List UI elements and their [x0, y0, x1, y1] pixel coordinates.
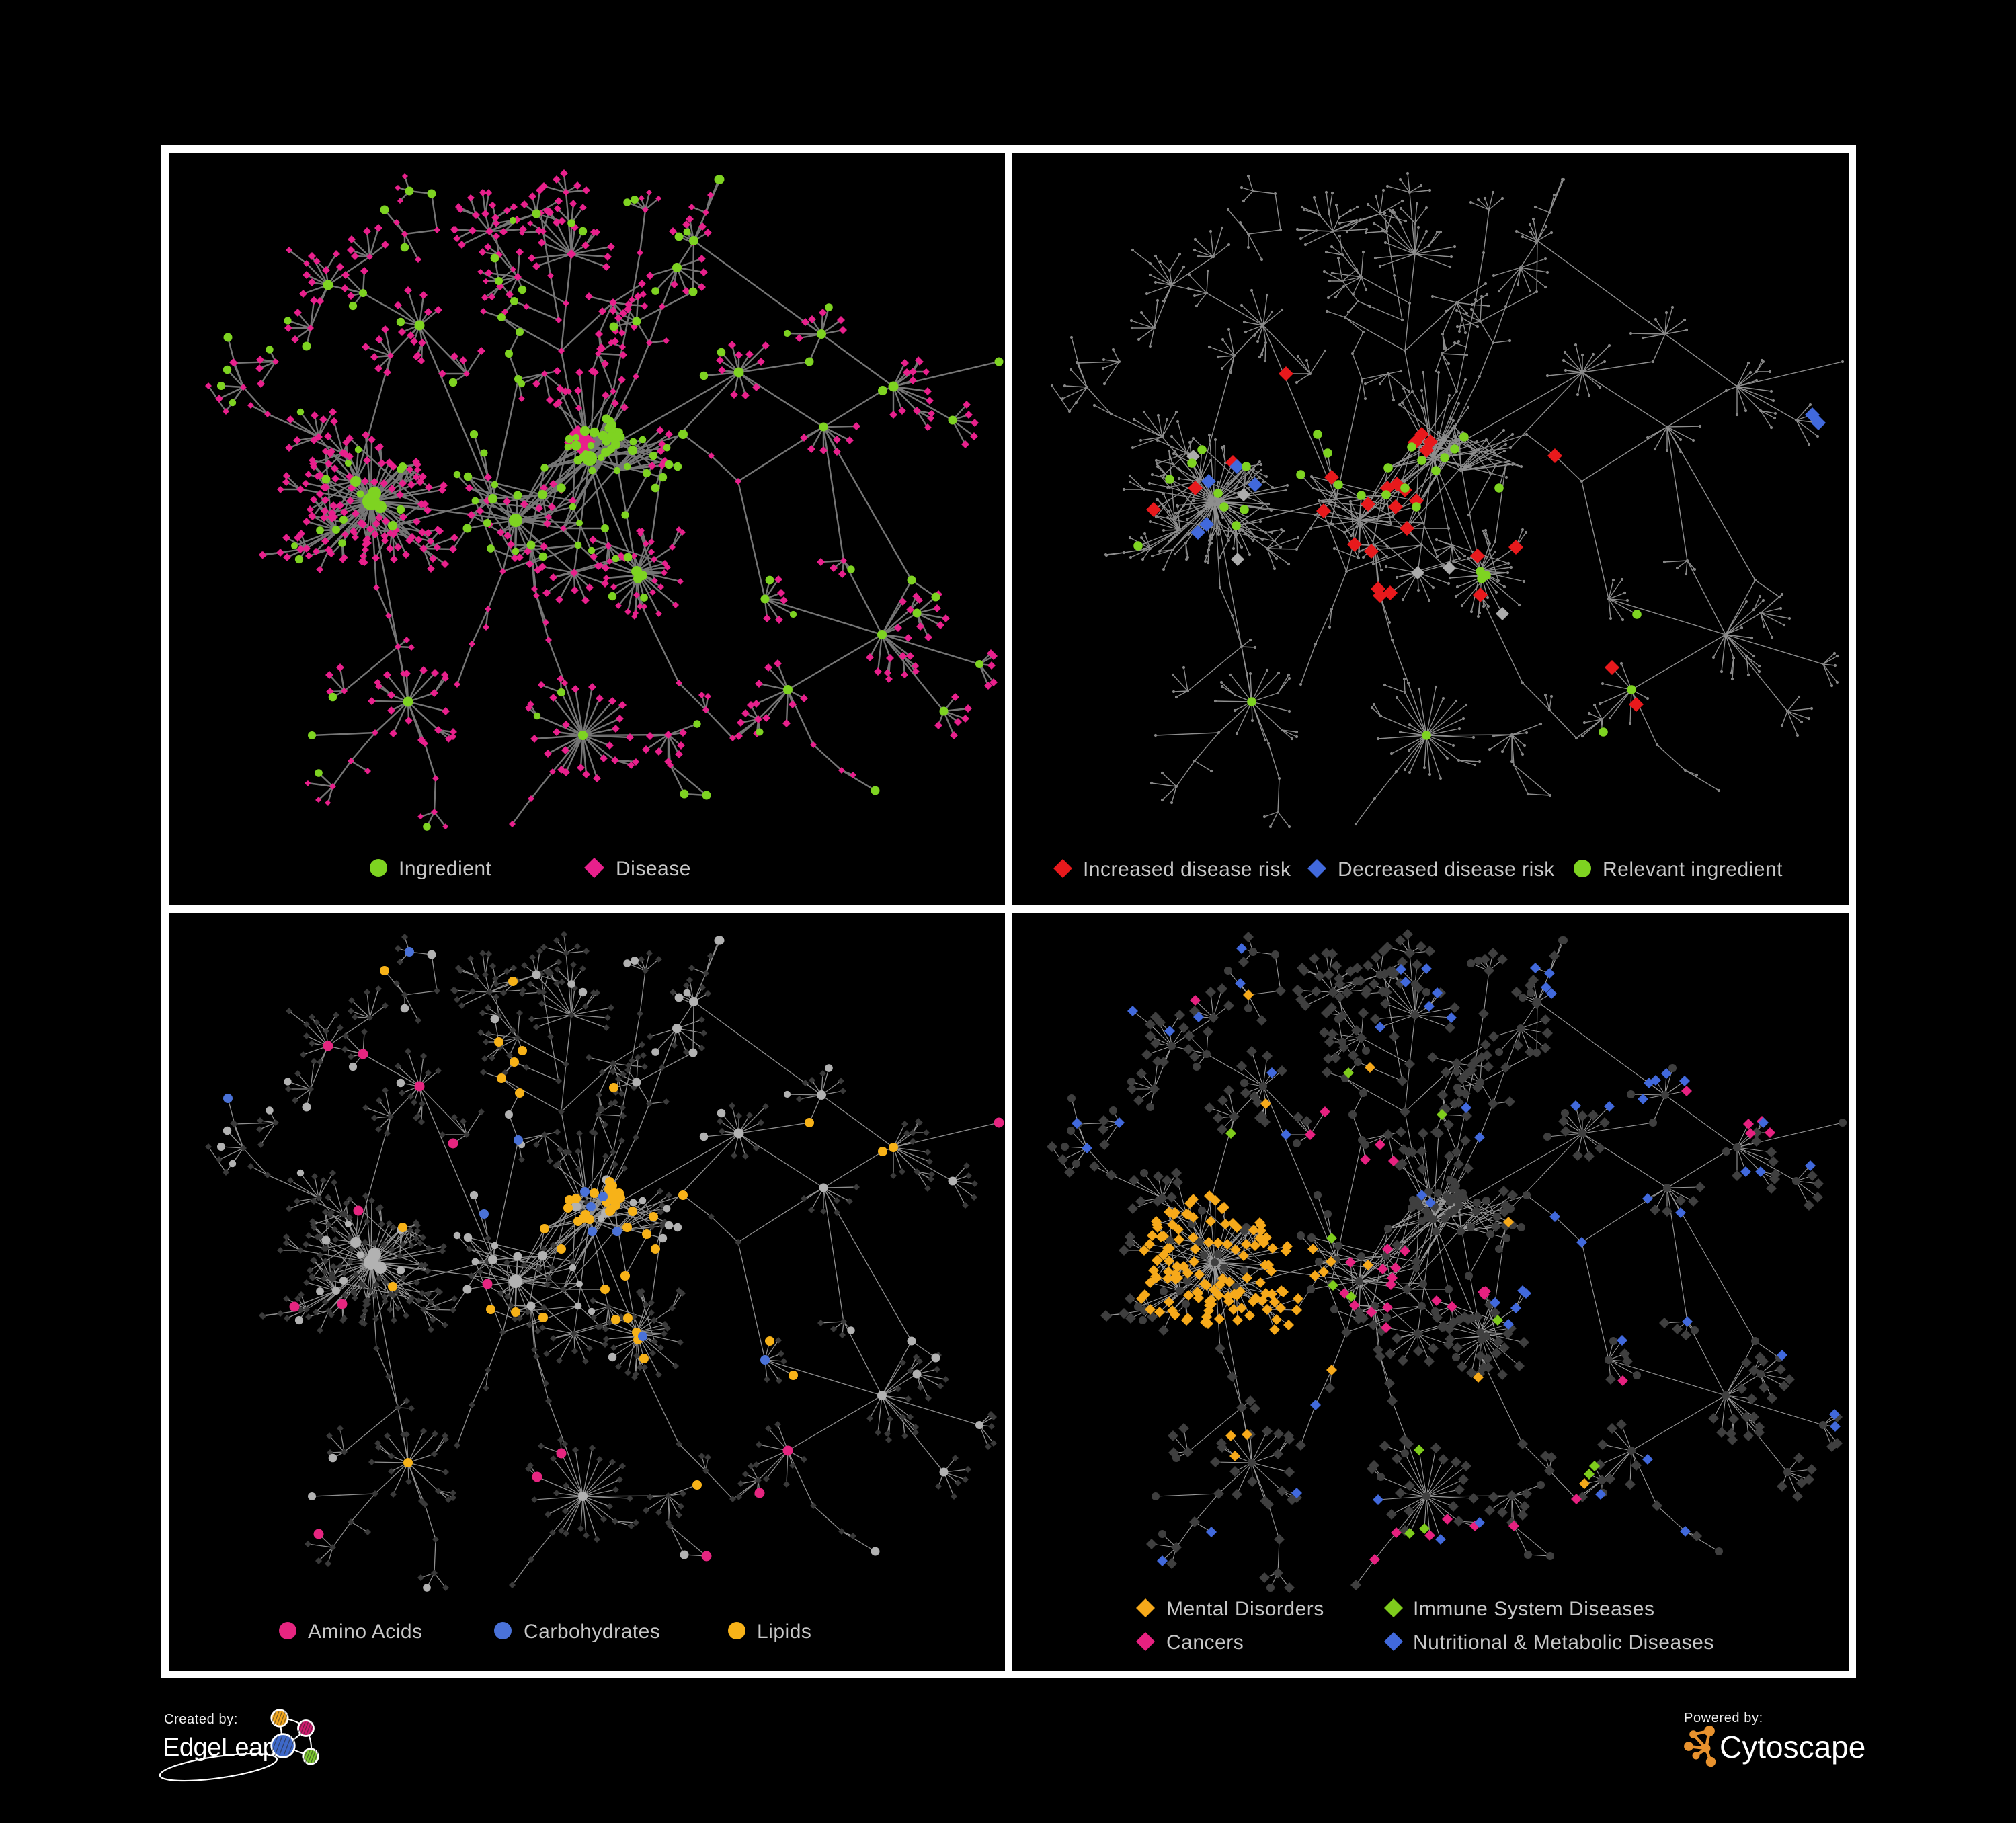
svg-text:Relevant ingredient: Relevant ingredient — [1603, 858, 1783, 881]
svg-text:EdgeLeap: EdgeLeap — [163, 1734, 276, 1762]
svg-text:Ingredient: Ingredient — [399, 858, 492, 880]
svg-text:Powered by:: Powered by: — [1684, 1711, 1763, 1726]
svg-text:Carbohydrates: Carbohydrates — [524, 1621, 660, 1643]
svg-text:Nutritional & Metabolic Diseas: Nutritional & Metabolic Diseases — [1413, 1631, 1714, 1654]
svg-text:Lipids: Lipids — [757, 1621, 811, 1643]
svg-text:Mental Disorders: Mental Disorders — [1166, 1598, 1324, 1620]
svg-text:Increased disease risk: Increased disease risk — [1083, 858, 1291, 881]
svg-text:Cytoscape: Cytoscape — [1720, 1730, 1865, 1765]
svg-text:Decreased disease risk: Decreased disease risk — [1338, 858, 1555, 881]
svg-text:Amino Acids: Amino Acids — [308, 1621, 423, 1643]
svg-text:Created by:: Created by: — [164, 1712, 238, 1727]
svg-text:Disease: Disease — [616, 858, 691, 880]
svg-text:Cancers: Cancers — [1166, 1631, 1244, 1654]
svg-text:Immune System Diseases: Immune System Diseases — [1413, 1598, 1654, 1620]
